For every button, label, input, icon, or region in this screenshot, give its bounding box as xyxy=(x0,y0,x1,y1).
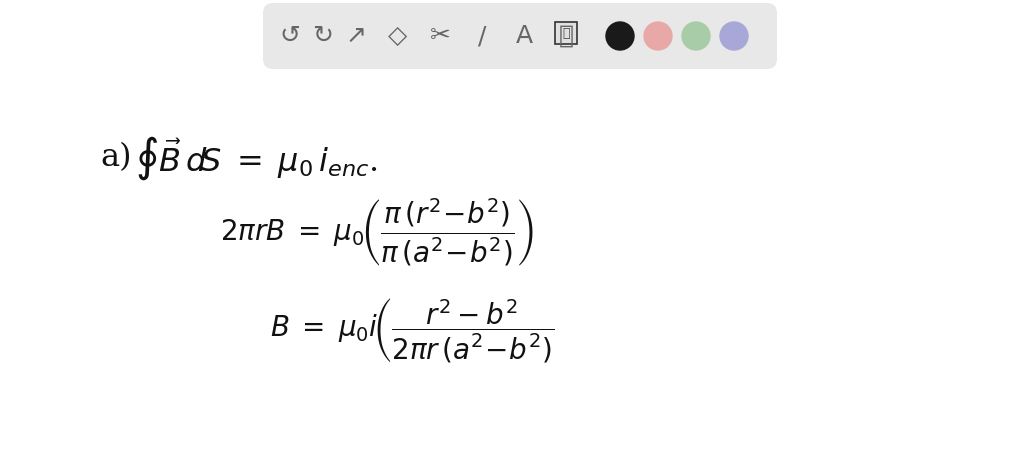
Circle shape xyxy=(720,22,748,50)
Text: ↻: ↻ xyxy=(312,24,334,48)
Text: ⬜: ⬜ xyxy=(558,24,573,48)
Text: ↗: ↗ xyxy=(345,24,367,48)
Text: ✂: ✂ xyxy=(429,24,451,48)
Text: $B \;=\; \mu_0 i\!\left(\dfrac{r^2 - b^2}{2\pi r\,(a^2\!-\!b^2)}\right.$: $B \;=\; \mu_0 i\!\left(\dfrac{r^2 - b^2… xyxy=(270,296,555,364)
FancyBboxPatch shape xyxy=(555,22,577,44)
Circle shape xyxy=(682,22,710,50)
Text: a): a) xyxy=(100,142,131,173)
Circle shape xyxy=(606,22,634,50)
Text: ⛰: ⛰ xyxy=(562,26,569,39)
Circle shape xyxy=(644,22,672,50)
Text: /: / xyxy=(478,24,486,48)
Text: $2\pi r B \;=\; \mu_0\!\left(\dfrac{\pi\,(r^2\!-\!b^2)}{\pi\,(a^2\!-\!b^2)}\righ: $2\pi r B \;=\; \mu_0\!\left(\dfrac{\pi\… xyxy=(220,196,534,268)
Text: $\oint \vec{B}\,d\!S \;=\; \mu_0\,i_{enc}$.: $\oint \vec{B}\,d\!S \;=\; \mu_0\,i_{enc… xyxy=(135,134,378,182)
Text: A: A xyxy=(515,24,532,48)
Text: ↺: ↺ xyxy=(280,24,300,48)
FancyBboxPatch shape xyxy=(263,3,777,69)
Text: ◇: ◇ xyxy=(388,24,408,48)
